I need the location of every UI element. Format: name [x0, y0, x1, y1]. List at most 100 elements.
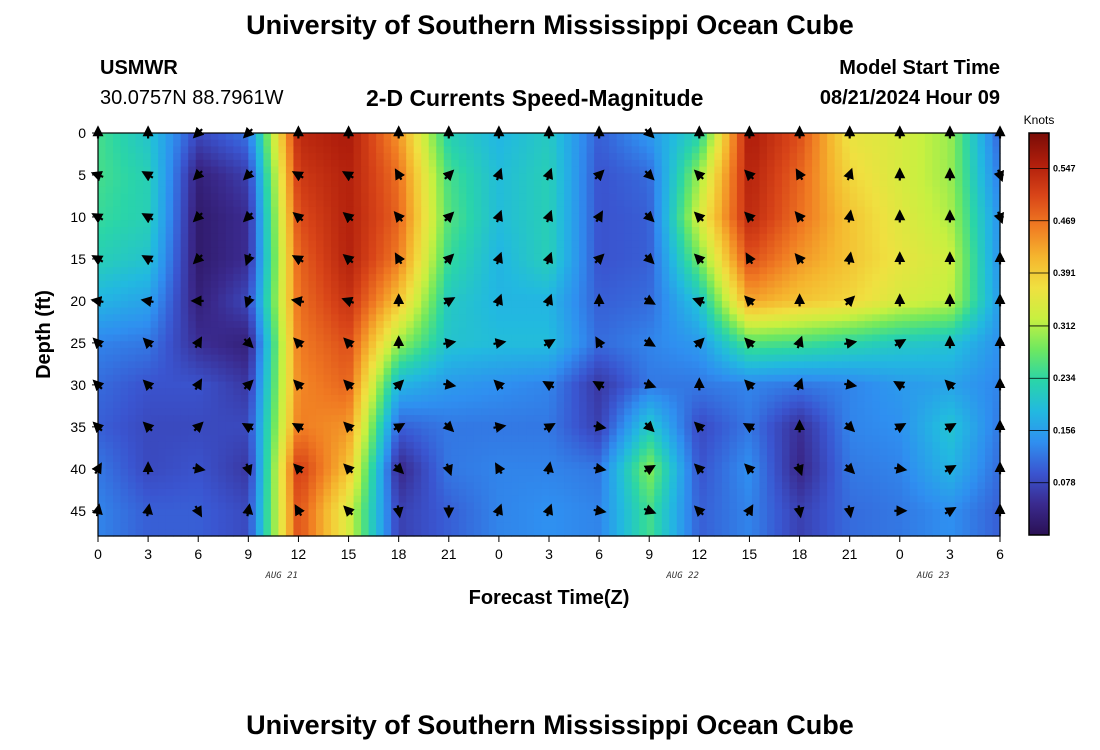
heatmap-cell: [887, 321, 896, 329]
heatmap-cell: [594, 368, 603, 376]
heatmap-cell: [962, 227, 971, 235]
heatmap-cell: [924, 227, 933, 235]
heatmap-cell: [263, 133, 272, 141]
heatmap-cell: [736, 347, 746, 356]
heatmap-cell: [849, 133, 858, 141]
heatmap-cell: [864, 354, 873, 362]
heatmap-cell: [255, 146, 264, 154]
heatmap-cell: [631, 334, 640, 342]
heatmap-cell: [759, 388, 768, 396]
heatmap-cell: [751, 139, 761, 148]
heatmap-cell: [376, 233, 385, 242]
heatmap-cell: [98, 180, 107, 188]
heatmap-cell: [180, 153, 189, 161]
heatmap-cell: [609, 186, 618, 195]
heatmap-cell: [609, 280, 618, 289]
heatmap-cell: [594, 267, 603, 275]
heatmap-cell: [909, 294, 918, 302]
heatmap-cell: [616, 307, 625, 315]
heatmap-cell: [481, 394, 490, 403]
heatmap-cell: [721, 193, 730, 201]
heatmap-cell: [218, 408, 227, 416]
heatmap-cell: [879, 220, 888, 228]
heatmap-cell: [631, 153, 640, 161]
heatmap-cell: [158, 253, 167, 262]
heatmap-cell: [834, 314, 843, 322]
heatmap-cell: [962, 166, 971, 174]
heatmap-cell: [909, 260, 918, 268]
heatmap-cell: [721, 159, 730, 168]
heatmap-cell: [594, 274, 603, 282]
heatmap-cell: [180, 368, 189, 376]
heatmap-cell: [113, 233, 122, 242]
heatmap-cell: [962, 354, 971, 362]
heatmap-cell: [210, 247, 219, 255]
heatmap-cell: [571, 247, 580, 255]
heatmap-cell: [789, 327, 798, 336]
heatmap-cell: [406, 139, 415, 148]
heatmap-cell: [601, 146, 610, 154]
heatmap-cell: [308, 321, 317, 329]
heatmap-cell: [128, 341, 137, 349]
heatmap-cell: [827, 327, 836, 336]
heatmap-cell: [300, 368, 310, 376]
heatmap-cell: [376, 401, 385, 409]
heatmap-cell: [503, 334, 513, 342]
heatmap-cell: [218, 294, 227, 302]
heatmap-cell: [285, 240, 295, 248]
heatmap-cell: [661, 186, 670, 195]
heatmap-cell: [165, 159, 174, 168]
heatmap-cell: [285, 206, 295, 215]
heatmap-cell: [902, 260, 911, 268]
heatmap-cell: [135, 401, 144, 409]
model-start-time: 08/21/2024 Hour 09: [819, 87, 1000, 109]
heatmap-cell: [646, 247, 655, 255]
heatmap-cell: [879, 213, 888, 221]
heatmap-cell: [902, 274, 911, 282]
heatmap-cell: [218, 381, 227, 389]
heatmap-cell: [473, 280, 482, 289]
heatmap-cell: [646, 361, 655, 369]
heatmap-cell: [909, 314, 918, 322]
heatmap-cell: [443, 388, 452, 396]
heatmap-cell: [105, 354, 114, 362]
heatmap-cell: [361, 159, 370, 168]
heatmap-cell: [699, 368, 708, 376]
heatmap-cell: [601, 193, 610, 201]
heatmap-cell: [887, 401, 896, 409]
heatmap-cell: [458, 300, 467, 309]
heatmap-cell: [819, 280, 828, 289]
heatmap-cell: [473, 327, 482, 336]
heatmap-cell: [819, 186, 828, 195]
heatmap-cell: [857, 200, 866, 208]
heatmap-cell: [398, 307, 407, 315]
heatmap-cell: [827, 361, 836, 369]
heatmap-cell: [736, 401, 746, 409]
heatmap-cell: [383, 146, 392, 154]
heatmap-cell: [233, 361, 242, 369]
heatmap-cell: [143, 180, 152, 188]
heatmap-cell: [113, 253, 122, 262]
heatmap-cell: [834, 280, 843, 289]
heatmap-cell: [376, 173, 385, 181]
heatmap-cell: [782, 186, 791, 195]
heatmap-cell: [954, 180, 964, 188]
heatmap-cell: [331, 408, 340, 416]
heatmap-cell: [518, 294, 528, 302]
heatmap-cell: [549, 260, 558, 268]
heatmap-cell: [511, 133, 520, 141]
heatmap-cell: [473, 247, 482, 255]
heatmap-cell: [586, 186, 595, 195]
heatmap-cell: [466, 213, 475, 221]
heatmap-cell: [571, 233, 580, 242]
heatmap-cell: [624, 314, 633, 322]
heatmap-cell: [902, 314, 911, 322]
heatmap-cell: [646, 321, 655, 329]
heatmap-cell: [158, 327, 167, 336]
heatmap-cell: [759, 220, 768, 228]
heatmap-cell: [120, 368, 129, 376]
heatmap-cell: [150, 341, 159, 349]
heatmap-cell: [218, 227, 227, 235]
heatmap-cell: [556, 300, 565, 309]
heatmap-cell: [391, 206, 400, 215]
